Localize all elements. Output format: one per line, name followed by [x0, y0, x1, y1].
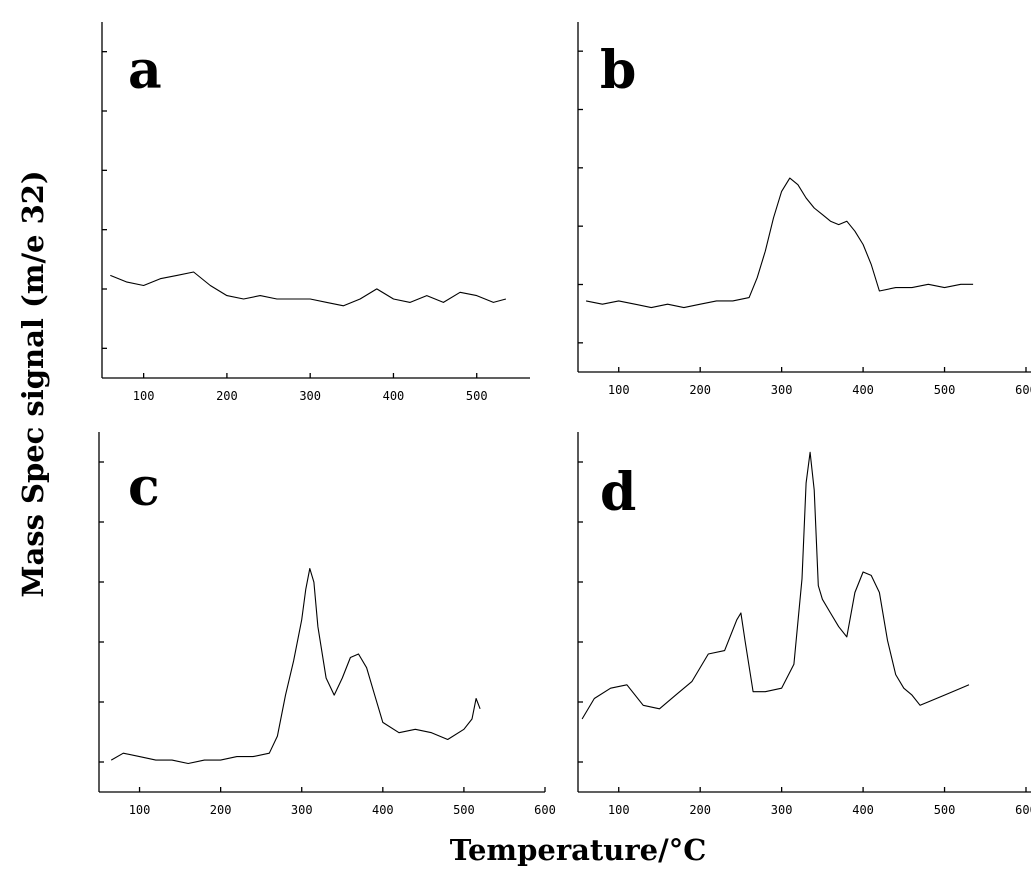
x-tick-label-d: 400: [852, 803, 874, 817]
x-tick-label-b: 200: [689, 383, 711, 397]
x-tick-label-a: 300: [299, 389, 321, 403]
x-tick-label-a: 100: [133, 389, 155, 403]
x-tick-label-c: 500: [453, 803, 475, 817]
x-tick-label-a: 400: [383, 389, 405, 403]
trace-a-0: [110, 271, 507, 307]
x-tick-label-c: 600: [534, 803, 556, 817]
panel-letter-d: d: [600, 462, 636, 523]
x-tick-label-d: 300: [771, 803, 793, 817]
x-tick-label-c: 300: [291, 803, 313, 817]
x-tick-label-b: 500: [934, 383, 956, 397]
panel-d: 100 200 300 400 500 600 d: [577, 432, 1031, 817]
trace-c-0: [110, 567, 481, 765]
x-tick-label-c: 400: [372, 803, 394, 817]
panel-letter-a: a: [128, 40, 162, 101]
panel-b: 100 200 300 400 500 600 b: [577, 22, 1031, 397]
x-tick-label-b: 600: [1015, 383, 1031, 397]
x-tick-label-b: 400: [852, 383, 874, 397]
x-tick-label-c: 200: [210, 803, 232, 817]
panel-a: 100 200 300 400 500 a: [101, 22, 530, 403]
x-tick-label-d: 200: [689, 803, 711, 817]
y-axis-title: Mass Spec signal (m/e 32): [16, 170, 50, 597]
panel-letter-b: b: [600, 40, 636, 101]
x-tick-label-d: 500: [934, 803, 956, 817]
x-tick-label-a: 200: [216, 389, 238, 403]
x-tick-label-d: 600: [1015, 803, 1031, 817]
x-tick-label-d: 100: [608, 803, 630, 817]
x-tick-label-b: 300: [771, 383, 793, 397]
x-tick-label-b: 100: [608, 383, 630, 397]
panel-letter-c: c: [128, 457, 160, 518]
trace-b-0: [585, 177, 974, 309]
trace-d-0: [581, 451, 970, 720]
x-tick-label-c: 100: [129, 803, 151, 817]
x-tick-label-a: 500: [466, 389, 488, 403]
panel-c: 100 200 300 400 500 600 c: [98, 432, 556, 817]
x-axis-title: Temperature/°C: [450, 833, 707, 867]
